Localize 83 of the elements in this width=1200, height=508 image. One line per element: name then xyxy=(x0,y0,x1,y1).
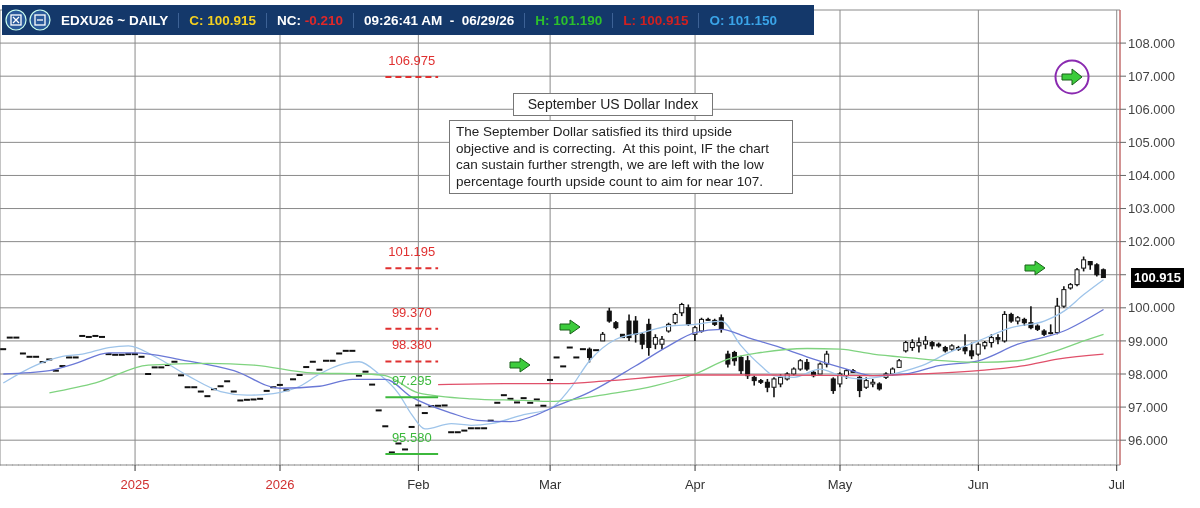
candlestick xyxy=(368,383,377,386)
x-tick-label: Jul xyxy=(1108,477,1126,492)
y-tick-label: 103.000 xyxy=(1128,201,1175,217)
candlestick xyxy=(137,355,146,358)
candlestick xyxy=(407,425,416,428)
candlestick xyxy=(513,401,522,404)
annotation: The September Dollar satisfied its third upside objective and is correcting. At this point, IF the chart can sustain further strength, we are left with the low percentage fourth upside count to aim for near 107. xyxy=(449,120,793,194)
ref-line-label: 98.380 xyxy=(391,337,432,353)
text: C: xyxy=(189,12,204,28)
y-tick-label: 108.000 xyxy=(1128,35,1175,51)
y-tick-label: 98.000 xyxy=(1128,366,1168,382)
candlestick xyxy=(526,401,535,404)
candlestick xyxy=(565,346,574,349)
candlestick xyxy=(196,390,205,393)
ref-line-label: 101.195 xyxy=(388,244,436,260)
y-tick-label: 100.000 xyxy=(1128,300,1175,316)
candlestick xyxy=(295,373,304,376)
candlestick xyxy=(559,365,568,368)
candlestick xyxy=(308,360,317,363)
x-tick-label: Apr xyxy=(684,477,706,492)
candlestick xyxy=(361,370,370,373)
x-tick-label: Mar xyxy=(538,477,562,492)
candlestick xyxy=(0,348,8,351)
text: September US Dollar Index xyxy=(513,93,713,116)
annotation: O: 101.150 xyxy=(709,12,778,28)
annotation: NC: -0.210 xyxy=(276,12,344,28)
annotation: 100.915 xyxy=(206,12,256,28)
candlestick xyxy=(420,412,429,415)
candlestick xyxy=(499,394,508,397)
candlestick xyxy=(539,404,548,407)
x-tick-label: May xyxy=(827,477,853,492)
candlestick xyxy=(387,451,396,454)
candlestick xyxy=(262,389,271,392)
y-tick-label: 107.000 xyxy=(1128,68,1175,84)
annotation: 09:26:41 AM - 06/29/26 xyxy=(364,12,515,28)
candlestick xyxy=(223,380,232,383)
candlestick xyxy=(401,448,410,451)
x-tick-label: Jun xyxy=(967,477,989,492)
y-tick-label: 97.000 xyxy=(1128,399,1168,415)
annotation: EDXU26 ~ DAILY xyxy=(61,12,169,28)
candlestick xyxy=(216,385,225,388)
y-tick-label: 105.000 xyxy=(1128,134,1175,150)
candlestick xyxy=(289,378,298,381)
x-tick-label: Feb xyxy=(407,477,430,492)
candlestick xyxy=(51,369,60,372)
annotation: L: 100.915 xyxy=(623,12,689,28)
candlestick xyxy=(572,356,581,359)
ref-line-label: 106.975 xyxy=(388,53,436,69)
candlestick xyxy=(545,378,554,381)
candlestick xyxy=(552,356,561,359)
line-series xyxy=(2,279,1105,430)
ref-line-label: 95.580 xyxy=(391,430,432,446)
x-tick-label: 2026 xyxy=(265,477,295,492)
line-series xyxy=(437,353,1105,386)
candlestick xyxy=(335,352,344,355)
y-tick-label: 102.000 xyxy=(1128,234,1175,250)
line-series xyxy=(2,308,1105,423)
candlestick xyxy=(381,425,390,428)
candlestick xyxy=(414,404,423,407)
candlestick xyxy=(374,409,383,412)
candlestick xyxy=(58,365,67,368)
y-tick-label: 96.000 xyxy=(1128,432,1168,448)
candlestick xyxy=(170,360,179,363)
candlestick xyxy=(302,366,311,369)
candlestick xyxy=(354,374,363,377)
candlestick xyxy=(519,397,528,400)
y-tick-label: 106.000 xyxy=(1128,101,1175,117)
ref-line-label: 99.370 xyxy=(391,304,432,320)
candlestick xyxy=(18,352,27,355)
annotation: H: 101.190 xyxy=(535,12,603,28)
text: 100.915 xyxy=(1134,269,1181,285)
y-tick-label: 104.000 xyxy=(1128,168,1175,184)
candlestick xyxy=(177,374,186,377)
candlestick xyxy=(394,442,403,445)
candlestick xyxy=(275,383,284,386)
candlestick xyxy=(203,395,212,398)
x-tick-label: 2025 xyxy=(120,477,150,492)
candlestick xyxy=(229,390,238,393)
y-tick-label: 99.000 xyxy=(1128,333,1168,349)
candlestick xyxy=(315,368,324,371)
line-series xyxy=(48,333,1105,403)
candlestick xyxy=(532,398,541,401)
candlestick xyxy=(493,401,502,404)
